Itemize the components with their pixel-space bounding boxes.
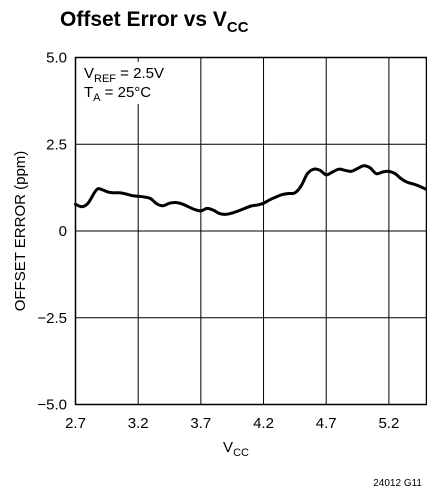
annotation-temperature-subscript: A [93,92,101,104]
annotation-vref-main: V [84,65,94,82]
annotation-vref: VREF = 2.5V [84,65,164,85]
chart-title-main: Offset Error vs V [60,8,227,31]
series-group [74,164,427,216]
grid [75,57,427,405]
series-line-0 [74,164,427,216]
chart-title-subscript: CC [227,19,249,36]
x-tick-label: 4.2 [253,415,274,432]
annotation-vref-subscript: REF [94,73,116,85]
x-tick-label: 4.7 [316,415,337,432]
annotation-temperature-value: = 25°C [101,84,152,101]
y-tick-label: 2.5 [46,136,67,153]
y-tick-label: −2.5 [37,310,67,327]
y-tick-label: 5.0 [46,50,67,67]
figure-id: 24012 G11 [373,478,422,489]
annotation-vref-value: = 2.5V [116,65,164,82]
x-tick-label: 3.7 [190,415,211,432]
y-tick-label: −5.0 [37,397,67,414]
annotation-background [80,62,200,104]
annotation-temperature-main: T [84,84,93,101]
x-axis-label-subscript: CC [233,447,249,459]
y-tick-label: 0 [59,223,67,240]
x-tick-label: 3.2 [128,415,149,432]
x-axis-label-main: V [223,439,233,456]
annotation-temperature: TA = 25°C [84,84,151,104]
chart-title: Offset Error vs VCC [60,8,249,36]
x-tick-labels: 2.7 3.2 3.7 4.2 4.7 5.2 [65,415,399,432]
y-axis-label: OFFSET ERROR (ppm) [12,151,29,312]
x-axis-label: VCC [223,439,249,459]
y-tick-labels: 5.0 2.5 0 −2.5 −5.0 [37,50,67,414]
annotation-box: VREF = 2.5V TA = 25°C [80,62,200,104]
x-tick-label: 5.2 [378,415,399,432]
x-tick-label: 2.7 [65,415,86,432]
